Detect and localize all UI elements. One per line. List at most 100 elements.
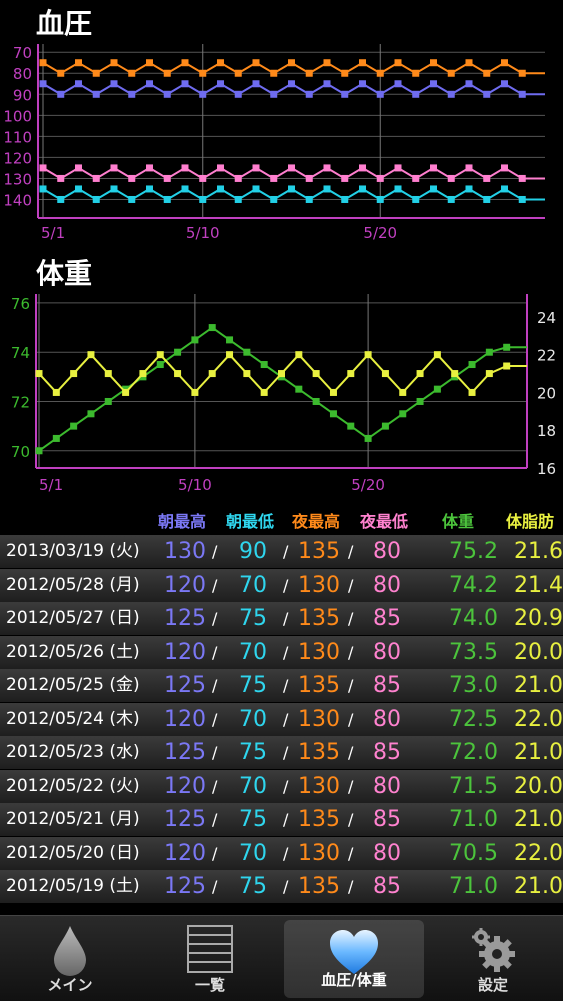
row-separator: / [283, 642, 289, 662]
table-row[interactable]: 2012/05/20 (日) 120 70 130 80 70.5 22.0 / / / [0, 836, 563, 871]
tab-settings-label: 設定 [477, 976, 508, 994]
data-point-night-high [110, 59, 118, 67]
x-tick-label: 5/10 [186, 224, 220, 242]
row-fat: 20.0 [514, 773, 563, 799]
data-point-night-low [465, 164, 473, 172]
data-point-morning-low [92, 195, 100, 203]
x-tick-label: 5/1 [39, 476, 63, 494]
table-row[interactable]: 2012/05/25 (金) 125 75 135 85 73.0 21.0 / / / [0, 669, 563, 703]
data-point-morning-high [110, 80, 118, 88]
data-point-night-low [447, 174, 455, 182]
row-weight: 74.0 [449, 606, 498, 631]
table-row[interactable]: 2012/05/24 (木) 120 70 130 80 72.5 22.0 / / / [0, 702, 563, 737]
tab-bp-weight[interactable]: 血圧/体重 [284, 920, 424, 998]
data-point-weight [433, 385, 441, 393]
row-separator: / [283, 609, 289, 628]
row-separator: / [212, 743, 218, 762]
data-point-morning-low [483, 195, 491, 203]
data-point-weight [243, 348, 251, 356]
table-row[interactable]: 2012/05/21 (月) 125 75 135 85 71.0 21.0 / / / [0, 803, 563, 837]
row-n-low: 80 [373, 639, 401, 665]
data-point-morning-high [181, 80, 189, 88]
y-right-tick-label: 16 [537, 460, 556, 478]
data-point-morning-high [163, 90, 171, 98]
data-point-night-high [288, 59, 295, 67]
data-point-body-fat [52, 388, 60, 396]
table-row[interactable]: 2012/05/22 (火) 120 70 130 80 71.5 20.0 / / / [0, 769, 563, 804]
data-point-night-low [501, 164, 508, 172]
data-point-night-high [341, 69, 349, 77]
tab-list-label: 一覧 [194, 976, 225, 994]
data-point-night-high [518, 69, 526, 77]
row-separator: / [283, 676, 289, 695]
data-point-body-fat [364, 351, 372, 359]
row-separator: / [212, 676, 218, 695]
row-n-high: 135 [298, 807, 340, 832]
tab-settings[interactable]: 設定 [423, 916, 563, 1001]
data-point-body-fat [347, 370, 355, 378]
row-separator: / [283, 877, 289, 896]
data-point-morning-low [412, 195, 420, 203]
row-separator: / [348, 877, 354, 896]
data-point-night-low [110, 164, 118, 172]
data-point-body-fat [87, 351, 95, 359]
row-n-high: 130 [298, 706, 340, 732]
tab-main[interactable]: メイン [0, 916, 140, 1001]
data-point-morning-low [447, 195, 455, 203]
table-row[interactable]: 2012/05/26 (土) 120 70 130 80 73.5 20.0 / / / [0, 635, 563, 670]
row-separator: / [348, 575, 354, 595]
y-tick-label: 90 [13, 86, 32, 104]
row-date: 2012/05/24 (木) [6, 708, 140, 729]
data-point-body-fat [156, 351, 164, 359]
row-date: 2012/05/28 (月) [6, 574, 140, 595]
row-weight: 71.5 [449, 773, 498, 799]
data-point-night-high [483, 69, 491, 77]
data-point-night-high [146, 59, 153, 67]
row-date: 2012/05/26 (土) [6, 641, 140, 662]
weight-chart[interactable]: 70 72 74 76 16 18 20 22 24 5/1 5/10 5/20 [0, 290, 563, 500]
data-point-morning-low [394, 185, 402, 193]
tab-list[interactable]: 一覧 [140, 916, 280, 1001]
row-separator: / [283, 542, 289, 561]
data-point-morning-low [270, 195, 278, 203]
data-point-body-fat [295, 351, 303, 359]
row-separator: / [283, 810, 289, 829]
data-point-night-high [465, 59, 473, 67]
tab-bp-weight-label: 血圧/体重 [321, 971, 387, 989]
y-left-tick-label: 74 [11, 344, 30, 362]
data-point-body-fat [433, 351, 441, 359]
blood-pressure-chart[interactable]: 140 130 120 110 100 90 80 70 5/1 5/10 5/20 [0, 40, 563, 245]
row-m-low: 75 [239, 740, 267, 765]
row-separator: / [348, 709, 354, 729]
row-weight: 75.2 [449, 539, 498, 564]
data-point-morning-high [376, 90, 384, 98]
table-row[interactable]: 2012/05/27 (日) 125 75 135 85 74.0 20.9 / / / [0, 602, 563, 636]
table-row[interactable]: 2013/03/19 (火) 130 90 135 80 75.2 21.6 / / / [0, 535, 563, 569]
table-row[interactable]: 2012/05/23 (水) 125 75 135 85 72.0 21.0 / / / [0, 736, 563, 770]
row-n-low: 80 [373, 773, 401, 799]
data-point-night-low [163, 174, 171, 182]
data-point-weight [87, 410, 95, 418]
data-point-weight [347, 422, 355, 430]
row-m-high: 120 [164, 840, 206, 866]
row-m-low: 70 [239, 706, 267, 732]
table-row[interactable]: 2012/05/19 (土) 125 75 135 85 71.0 21.0 / / / [0, 870, 563, 904]
data-point-morning-high [234, 90, 242, 98]
row-separator: / [212, 542, 218, 561]
row-weight: 71.0 [449, 874, 498, 899]
data-point-morning-high [270, 90, 278, 98]
data-point-morning-low [305, 195, 313, 203]
record-list[interactable]: 2013/03/19 (火) 130 90 135 80 75.2 21.6///2012/… [0, 535, 563, 915]
row-n-high: 135 [298, 740, 340, 765]
row-n-high: 130 [298, 840, 340, 866]
data-point-body-fat [191, 388, 199, 396]
table-row[interactable]: 2012/05/28 (月) 120 70 130 80 74.2 21.4 / / / [0, 568, 563, 603]
data-point-body-fat [329, 388, 337, 396]
row-date: 2012/05/27 (日) [6, 608, 140, 628]
data-point-night-high [305, 69, 313, 77]
y-tick-label: 120 [3, 149, 32, 167]
data-point-night-high [359, 59, 366, 67]
data-point-night-low [288, 164, 295, 172]
data-point-weight [104, 397, 112, 405]
row-separator: / [212, 810, 218, 829]
